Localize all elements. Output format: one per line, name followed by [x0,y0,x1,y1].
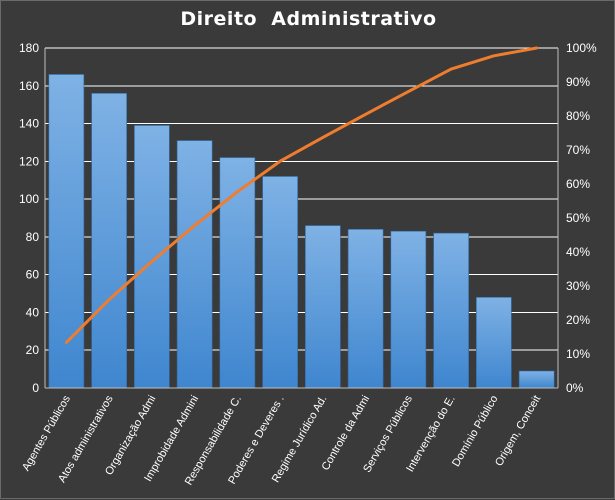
y-right-tick-label: 30% [566,279,590,293]
bar [518,370,555,389]
y-right-tick-label: 90% [566,75,590,89]
bar [476,297,512,389]
bar [134,125,170,389]
y-right-tick-label: 40% [566,245,590,259]
y-left-tick-label: 120 [19,154,39,168]
y-left-tick-label: 20 [26,343,40,357]
y-right-tick-label: 100% [566,41,597,55]
y-right-tick-label: 70% [566,143,590,157]
y-right-tick-label: 20% [566,313,590,327]
bar [433,232,469,389]
bar [176,140,213,389]
y-right-tick-label: 50% [566,211,590,225]
bar [390,230,427,389]
y-right-tick-label: 0% [566,381,584,395]
y-right-tick-label: 80% [566,109,590,123]
bar [305,225,341,389]
bar [347,229,384,389]
y-right-tick-label: 10% [566,347,590,361]
bar [91,93,127,389]
x-category-label: Domínio Público [450,394,500,469]
y-right-tick-label: 60% [566,177,590,191]
y-left-tick-label: 180 [19,41,39,55]
chart-title: Direito Administrativo [180,8,437,30]
y-left-tick-label: 40 [26,305,40,319]
x-category-label: Controle da Admi [320,394,373,473]
y-left-tick-label: 80 [26,230,40,244]
y-left-tick-label: 160 [19,79,39,93]
y-left-tick-label: 100 [19,192,39,206]
x-category-label: Origem, Conceit [493,394,543,469]
y-left-tick-label: 0 [32,381,39,395]
y-left-tick-label: 60 [26,268,40,282]
bar [262,176,298,389]
cumulative-line [64,46,539,344]
y-left-tick-label: 140 [19,117,39,131]
